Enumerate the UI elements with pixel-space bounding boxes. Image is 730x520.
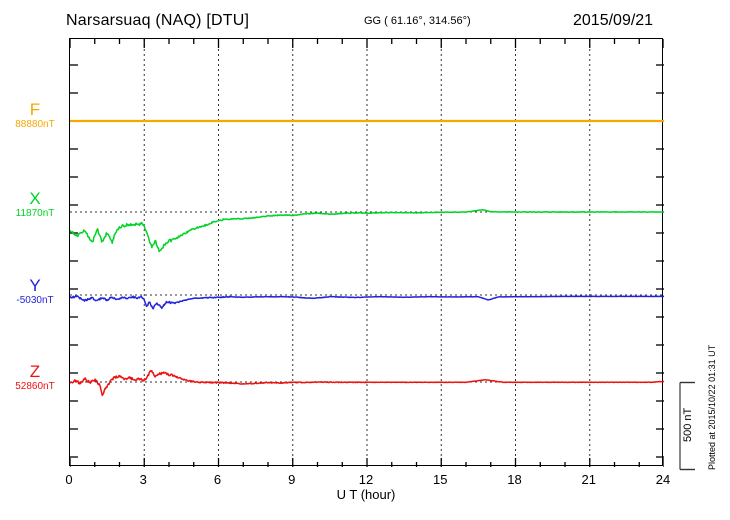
component-letter: Z bbox=[29, 362, 41, 381]
component-baseline-value: 88880nT bbox=[15, 119, 55, 130]
plot-timestamp: Plotted at 2015/10/22 01:31 UT bbox=[707, 344, 717, 470]
component-letter: X bbox=[29, 189, 41, 208]
plot-area bbox=[69, 38, 664, 467]
component-baseline-value: -5030nT bbox=[16, 295, 54, 306]
component-label-z: Z 52860nT bbox=[2, 363, 68, 393]
x-tick-label: 12 bbox=[358, 472, 374, 487]
component-label-f: F 88880nT bbox=[2, 101, 68, 131]
y-axis-ticks-left bbox=[70, 64, 78, 458]
component-letter: F bbox=[29, 100, 41, 119]
vertical-gridlines bbox=[143, 39, 591, 467]
geographic-coordinates: GG ( 61.16°, 314.56°) bbox=[364, 15, 471, 27]
x-tick-label: 18 bbox=[507, 472, 522, 487]
x-axis-ticks-bottom bbox=[70, 458, 664, 467]
scale-bar: 500 nT bbox=[668, 381, 698, 471]
observation-date: 2015/09/21 bbox=[573, 12, 654, 29]
x-axis-title: U T (hour) bbox=[336, 487, 396, 502]
component-baseline-value: 11870nT bbox=[15, 208, 55, 219]
component-label-x: X 11870nT bbox=[2, 190, 68, 220]
x-tick-label: 9 bbox=[288, 472, 296, 487]
station-title: Narsarsuaq (NAQ) [DTU] bbox=[66, 12, 250, 29]
x-tick-label: 21 bbox=[581, 472, 596, 487]
x-tick-label: 24 bbox=[655, 472, 671, 487]
scale-bar-glyph bbox=[679, 381, 695, 471]
x-tick-label: 0 bbox=[65, 472, 73, 487]
y-axis-ticks-right bbox=[656, 64, 664, 458]
component-label-y: Y -5030nT bbox=[2, 277, 68, 307]
magnetogram-traces bbox=[70, 39, 664, 467]
x-tick-label: 6 bbox=[213, 472, 222, 487]
x-tick-label: 15 bbox=[433, 472, 448, 487]
component-baseline-value: 52860nT bbox=[15, 381, 55, 392]
x-axis-ticks-top bbox=[70, 39, 664, 48]
data-traces bbox=[70, 119, 664, 397]
x-tick-label: 3 bbox=[139, 472, 147, 487]
scale-bar-label: 500 nT bbox=[682, 407, 694, 443]
component-letter: Y bbox=[29, 276, 41, 295]
